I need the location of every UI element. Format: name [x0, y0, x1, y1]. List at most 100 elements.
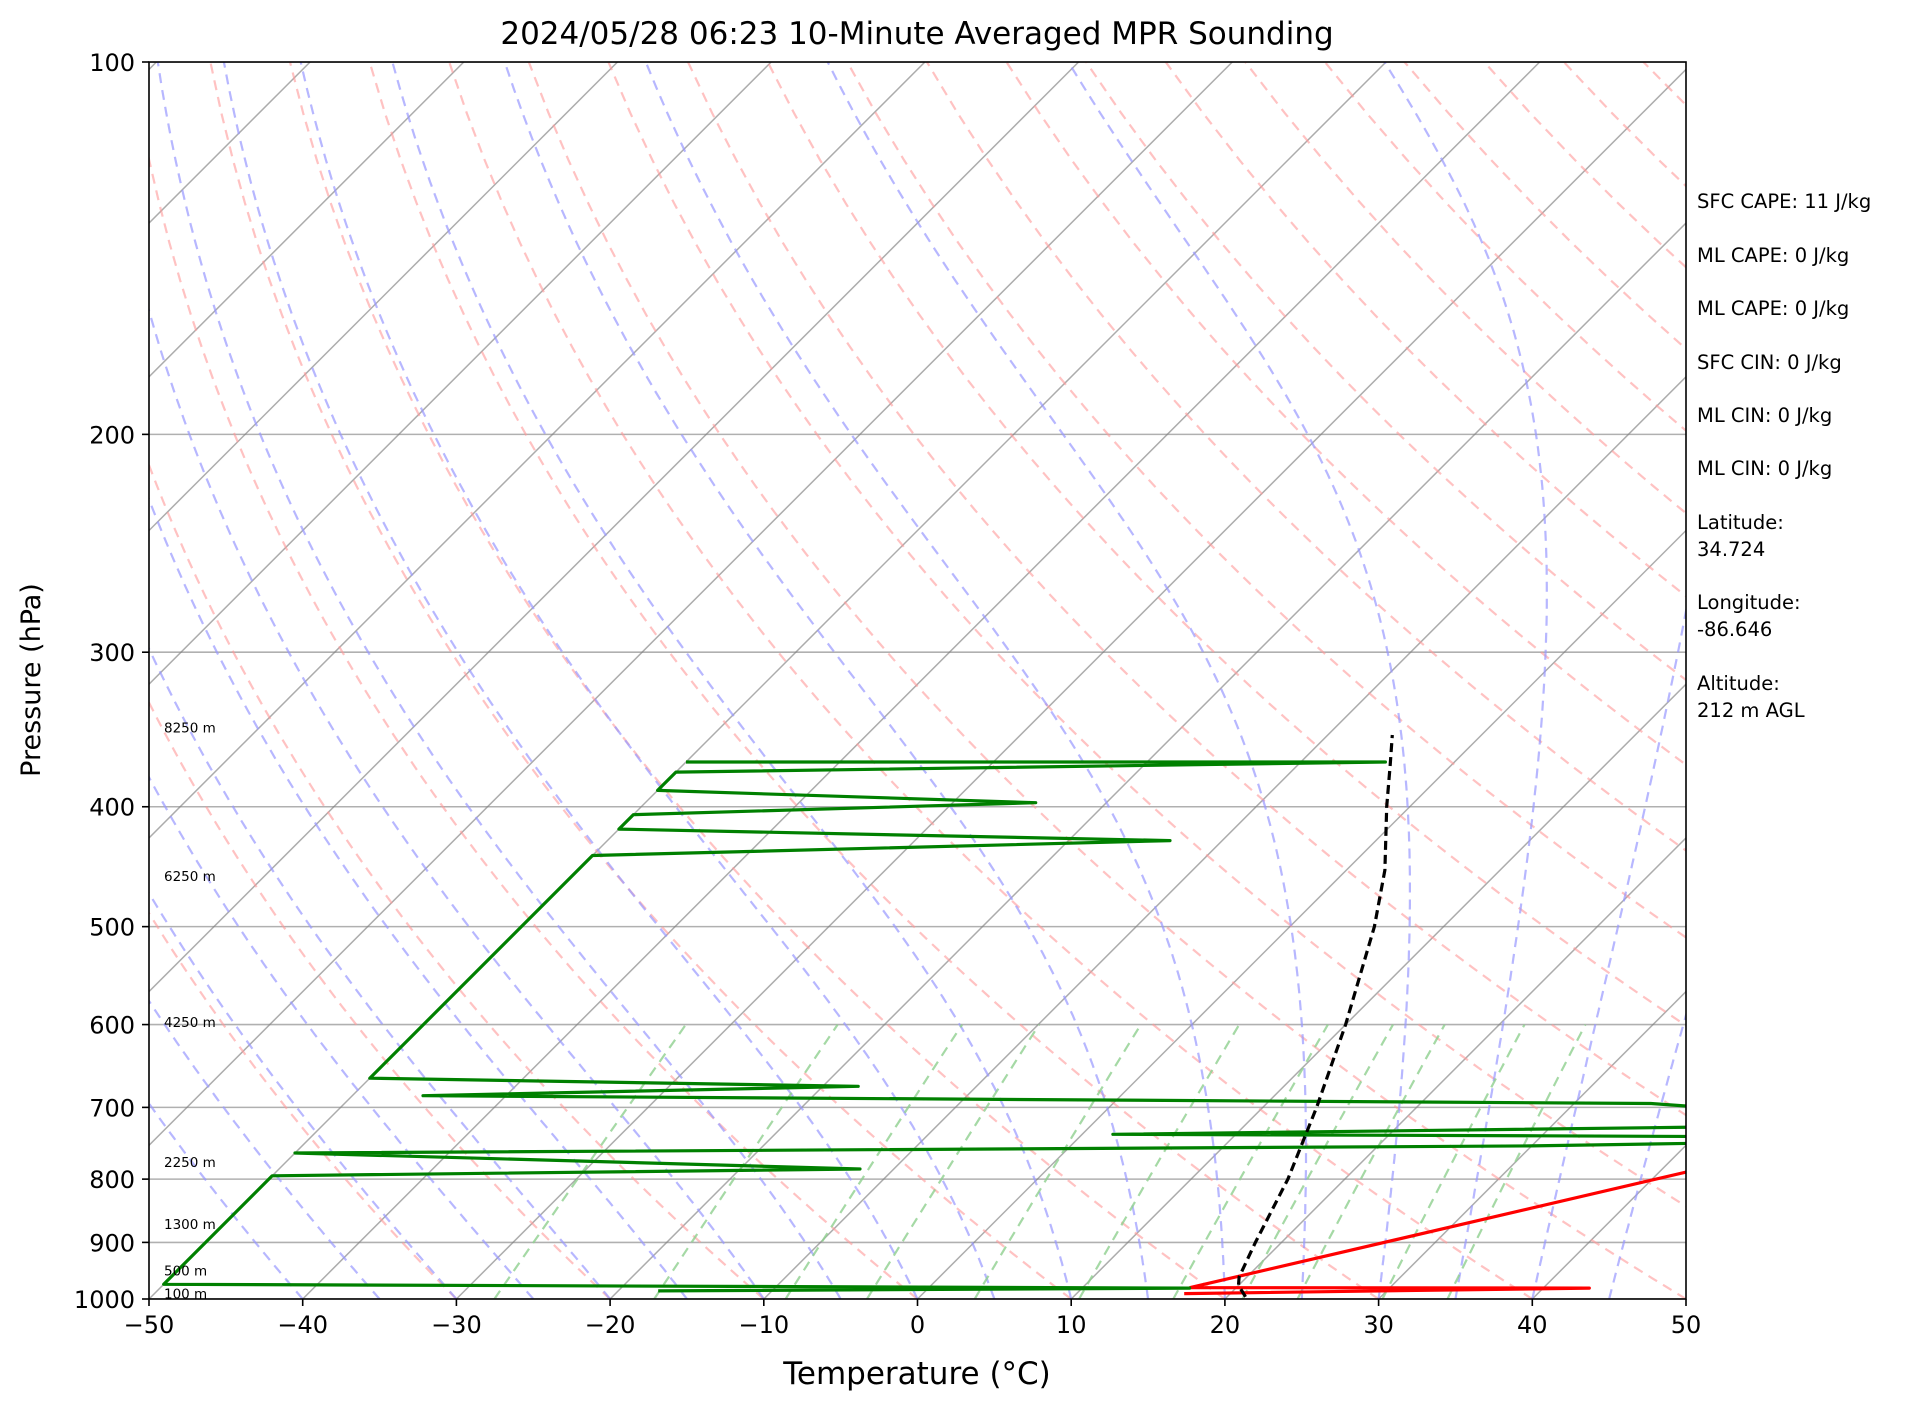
height-label: 500 m — [164, 1263, 207, 1279]
moist-adiabat-line — [391, 62, 1073, 1299]
dry-adiabat-line — [1005, 62, 1686, 767]
y-tick-label: 500 — [89, 914, 135, 942]
height-label: 100 m — [164, 1287, 207, 1303]
isotherm-line — [149, 62, 772, 686]
dry-adiabat-line — [288, 62, 1226, 1299]
y-tick-label: 400 — [89, 794, 135, 822]
dry-adiabat-line — [766, 62, 1686, 1027]
moist-adiabat-line — [149, 496, 688, 1299]
x-tick-label: −20 — [585, 1311, 636, 1339]
latitude-value: 34.724 — [1697, 538, 1766, 561]
dry-adiabat-line — [149, 700, 611, 1299]
moist-adiabat-line — [149, 775, 535, 1299]
mixing-ratio-line — [1241, 1024, 1394, 1299]
isotherm-line — [916, 529, 1686, 1299]
longitude-label: Longitude: — [1697, 591, 1801, 614]
x-axis-ticks: −50 −40 −30 −20 −10 0 10 20 30 40 50 — [124, 1299, 1702, 1339]
mixing-ratio-line — [1296, 1024, 1446, 1299]
altitude-label: Altitude: — [1697, 672, 1780, 695]
isotherm-line — [149, 62, 619, 532]
moist-adiabat-line — [1383, 62, 1548, 1299]
x-tick-label: 40 — [1517, 1311, 1548, 1339]
x-tick-label: 0 — [910, 1311, 925, 1339]
latitude-label: Latitude: — [1697, 511, 1784, 534]
y-tick-label: 100 — [89, 49, 135, 77]
x-axis-label: Temperature (°C) — [782, 1356, 1051, 1392]
x-tick-label: −50 — [124, 1311, 175, 1339]
background-lines — [149, 62, 1686, 1299]
sounding-trace — [162, 760, 1686, 1293]
dry-adiabat-line — [209, 62, 1072, 1299]
height-label: 1300 m — [164, 1217, 216, 1233]
height-label: 2250 m — [164, 1155, 216, 1171]
mixing-ratio-line — [1446, 1024, 1587, 1299]
dry-adiabat-line — [607, 62, 1686, 1208]
isotherm-line — [1224, 836, 1686, 1299]
data-series — [162, 734, 1686, 1298]
sounding-trace — [1236, 734, 1394, 1298]
moist-adiabat-line — [299, 62, 996, 1299]
x-tick-label: 10 — [1056, 1311, 1087, 1339]
dry-adiabat-line — [149, 462, 765, 1299]
sfc-cin: SFC CIN: 0 J/kg — [1697, 351, 1842, 374]
y-tick-label: 300 — [89, 639, 135, 667]
mixing-ratio-line — [1381, 1024, 1526, 1299]
mixing-ratio-line — [784, 1023, 964, 1299]
mixing-ratio-line — [1078, 1024, 1241, 1299]
isotherm-line — [149, 62, 1080, 993]
moist-adiabat-line — [1531, 605, 1686, 1299]
y-tick-label: 800 — [89, 1166, 135, 1194]
x-tick-label: 50 — [1671, 1311, 1702, 1339]
isotherm-line — [149, 62, 465, 378]
isotherm-line — [609, 222, 1686, 1299]
mixing-ratio-line — [493, 1023, 687, 1299]
dry-adiabat-line — [687, 62, 1686, 1117]
ml-cin-secondary: ML CIN: 0 J/kg — [1697, 457, 1833, 480]
moist-adiabat-line — [149, 891, 458, 1299]
y-tick-label: 900 — [89, 1229, 135, 1257]
ml-cape: ML CAPE: 0 J/kg — [1697, 244, 1850, 267]
isotherm-line — [149, 62, 1233, 1147]
dry-adiabat-line — [527, 62, 1686, 1299]
mixing-ratio-line — [653, 1023, 839, 1299]
isotherm-line — [149, 62, 1387, 1299]
isotherm-line — [455, 68, 1686, 1299]
isotherm-line — [1070, 683, 1686, 1299]
sfc-cape: SFC CAPE: 11 J/kg — [1697, 190, 1872, 213]
longitude-value: -86.646 — [1697, 618, 1773, 641]
y-tick-label: 600 — [89, 1012, 135, 1040]
moist-adiabat-line — [149, 646, 611, 1299]
x-tick-label: −30 — [431, 1311, 482, 1339]
moist-adiabat-line — [1608, 1011, 1686, 1299]
moist-adiabat-line — [826, 62, 1308, 1299]
isotherm-line — [1378, 990, 1686, 1299]
altitude-value: 212 m AGL — [1697, 699, 1805, 722]
x-tick-label: 30 — [1363, 1311, 1394, 1339]
mixing-ratio-line — [973, 1024, 1142, 1299]
sounding-trace — [1184, 1170, 1686, 1296]
y-axis-label: Pressure (hPa) — [16, 583, 47, 777]
height-label: 4250 m — [164, 1015, 216, 1031]
mixing-ratio-line — [866, 1024, 1041, 1299]
x-tick-label: −10 — [738, 1311, 789, 1339]
y-tick-label: 1000 — [74, 1286, 135, 1314]
y-tick-label: 700 — [89, 1094, 135, 1122]
moist-adiabat-line — [149, 306, 765, 1299]
moist-adiabat-line — [503, 62, 1150, 1299]
ml-cin: ML CIN: 0 J/kg — [1697, 404, 1833, 427]
ml-cape-secondary: ML CAPE: 0 J/kg — [1697, 297, 1850, 320]
height-label: 6250 m — [164, 869, 216, 885]
dry-adiabat-line — [448, 62, 1533, 1299]
dry-adiabat-line — [149, 911, 458, 1299]
chart-title: 2024/05/28 06:23 10-Minute Averaged MPR … — [500, 16, 1333, 52]
y-tick-label: 200 — [89, 421, 135, 449]
moist-adiabat-line — [1067, 62, 1412, 1299]
y-axis-ticks: 100 200 300 400 500 600 700 800 900 1000 — [74, 49, 149, 1314]
height-label: 8250 m — [164, 720, 216, 736]
dry-adiabat-line — [1164, 62, 1686, 598]
isotherm-line — [763, 375, 1686, 1299]
moist-adiabat-line — [222, 62, 919, 1299]
x-tick-label: −40 — [277, 1311, 328, 1339]
isotherm-line — [149, 62, 926, 839]
